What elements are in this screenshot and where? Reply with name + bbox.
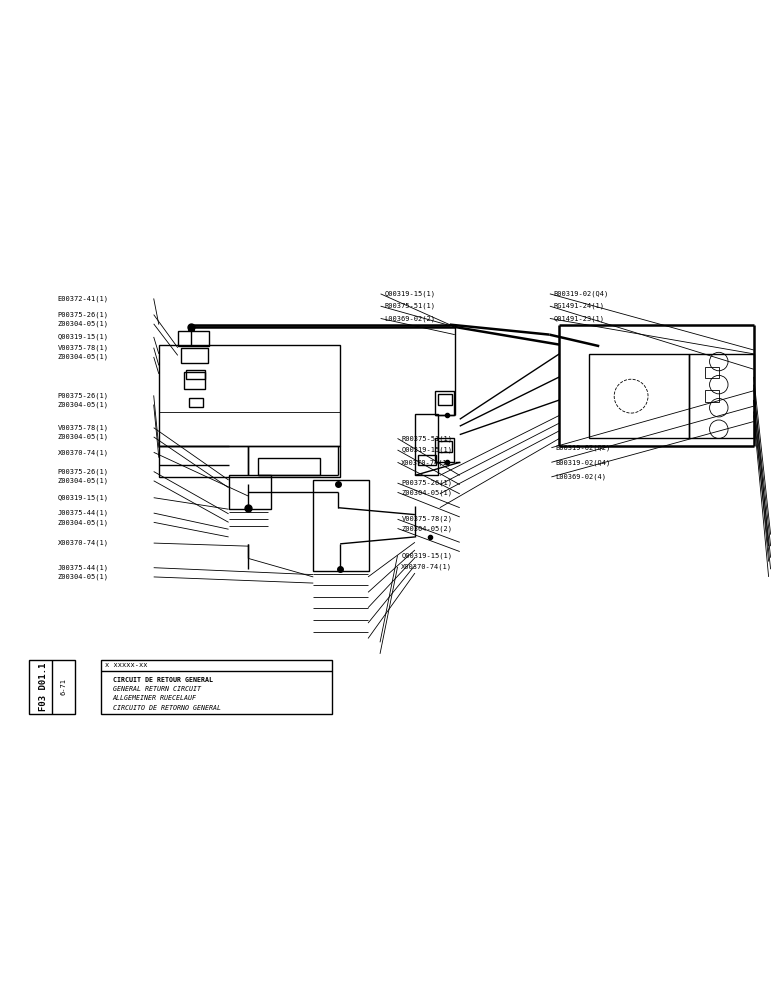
Bar	[705, 367, 719, 378]
Text: V00375-78(1): V00375-78(1)	[58, 424, 109, 431]
Bar	[188, 398, 202, 407]
Text: CIRCUITO DE RETORNO GENERAL: CIRCUITO DE RETORNO GENERAL	[113, 705, 221, 711]
Text: GENERAL RETURN CIRCUIT: GENERAL RETURN CIRCUIT	[113, 686, 201, 692]
Text: E00372-41(1): E00372-41(1)	[58, 295, 109, 302]
Text: X00370-74(1): X00370-74(1)	[58, 449, 109, 456]
Text: P00375-26(1): P00375-26(1)	[58, 468, 109, 475]
Text: Q00319-15(1): Q00319-15(1)	[58, 334, 109, 340]
Bar	[689, 354, 753, 438]
Text: Z00304-05(1): Z00304-05(1)	[58, 574, 109, 580]
Text: B00319-02(Q2): B00319-02(Q2)	[555, 444, 611, 451]
Bar	[705, 390, 719, 402]
Bar	[101, 660, 332, 714]
Text: R00375-51(1): R00375-51(1)	[401, 435, 452, 442]
Text: X00370-74(1): X00370-74(1)	[58, 540, 109, 546]
Text: J00375-44(1): J00375-44(1)	[58, 564, 109, 571]
Text: L00369-02(2): L00369-02(2)	[384, 315, 435, 322]
Text: Z00304-05(1): Z00304-05(1)	[58, 401, 109, 408]
Text: Z00304-05(1): Z00304-05(1)	[58, 519, 109, 526]
Bar	[438, 394, 452, 405]
Text: Z00304-05(1): Z00304-05(1)	[401, 489, 452, 496]
Text: X00370-74(1): X00370-74(1)	[401, 564, 452, 570]
Text: P00375-26(1): P00375-26(1)	[58, 311, 109, 318]
Bar	[184, 372, 205, 389]
Text: F03 D01.1: F03 D01.1	[39, 663, 48, 711]
Text: J00375-44(1): J00375-44(1)	[58, 510, 109, 516]
Bar	[415, 414, 438, 475]
Bar	[181, 348, 208, 363]
Text: Q00319-15(1): Q00319-15(1)	[401, 447, 452, 453]
Text: CIRCUIT DE RETOUR GENERAL: CIRCUIT DE RETOUR GENERAL	[113, 677, 212, 683]
Text: 6-71: 6-71	[61, 678, 67, 695]
Text: P00375-26(1): P00375-26(1)	[58, 392, 109, 399]
Text: V00375-78(2): V00375-78(2)	[401, 516, 452, 522]
Bar	[435, 391, 454, 415]
Text: Q00319-15(1): Q00319-15(1)	[58, 494, 109, 501]
Text: Z00304-05(1): Z00304-05(1)	[58, 434, 109, 440]
Text: Q00319-15(1): Q00319-15(1)	[384, 291, 435, 297]
Text: B00319-02(Q4): B00319-02(Q4)	[555, 459, 611, 466]
Text: V00375-78(1): V00375-78(1)	[58, 344, 109, 351]
Text: X00370-74(1): X00370-74(1)	[401, 459, 452, 466]
Text: ALLGEMEINER RUECELAUF: ALLGEMEINER RUECELAUF	[113, 695, 197, 701]
Bar	[313, 480, 369, 571]
Text: RG1491-24(1): RG1491-24(1)	[554, 303, 604, 309]
Bar	[229, 475, 271, 509]
Bar	[159, 446, 340, 477]
Bar	[435, 438, 454, 462]
Text: Z00304-05(1): Z00304-05(1)	[58, 321, 109, 327]
Bar	[438, 441, 452, 452]
Text: Q01491-23(1): Q01491-23(1)	[554, 315, 604, 322]
Text: Q00319-15(1): Q00319-15(1)	[401, 552, 452, 559]
Bar	[259, 458, 320, 475]
Text: R00375-51(1): R00375-51(1)	[384, 303, 435, 309]
Text: P00375-26(1): P00375-26(1)	[401, 480, 452, 486]
Bar	[589, 354, 689, 438]
Text: L00369-02(4): L00369-02(4)	[555, 474, 606, 480]
Text: Z00304-05(1): Z00304-05(1)	[58, 354, 109, 360]
Text: x xxxxx-xx: x xxxxx-xx	[105, 662, 147, 668]
Bar	[186, 370, 205, 379]
Bar	[418, 455, 436, 465]
Text: B00319-02(Q4): B00319-02(Q4)	[554, 291, 609, 297]
Bar	[178, 331, 208, 346]
Text: Z00304-05(2): Z00304-05(2)	[401, 525, 452, 532]
Bar	[29, 660, 76, 714]
Bar	[159, 345, 340, 446]
Text: Z00304-05(1): Z00304-05(1)	[58, 478, 109, 484]
